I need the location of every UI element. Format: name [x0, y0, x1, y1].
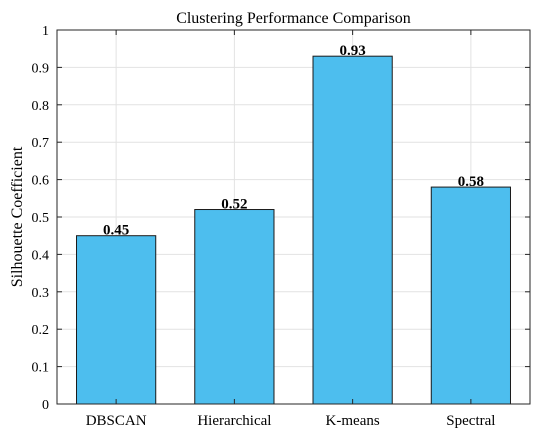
bar-spectral — [430, 186, 511, 405]
data-label: 0.52 — [221, 197, 247, 213]
y-tick-label: 0.5 — [32, 211, 50, 226]
y-tick-label: 0.1 — [32, 361, 50, 376]
y-tick-label: 1 — [42, 24, 49, 39]
y-tick-label: 0.2 — [32, 323, 50, 338]
bar-hierarchical — [194, 209, 275, 405]
x-tick-label: Spectral — [446, 413, 495, 429]
data-label: 0.93 — [340, 43, 366, 59]
chart-title: Clustering Performance Comparison — [176, 10, 411, 27]
x-tick-label: Hierarchical — [197, 413, 271, 429]
bar-k-means — [312, 55, 393, 405]
data-label: 0.45 — [103, 223, 129, 239]
y-tick-label: 0.9 — [32, 61, 50, 76]
x-ticks: DBSCAN Hierarchical K-means Spectral — [86, 30, 495, 429]
y-tick-label: 0.6 — [32, 174, 50, 189]
y-tick-label: 0.7 — [32, 136, 50, 151]
bars — [76, 55, 511, 405]
y-ticks: 0 0.1 0.2 0.3 0.4 0.5 0.6 0.7 0.8 0.9 1 — [32, 24, 530, 413]
x-tick-label: K-means — [326, 413, 380, 429]
data-labels: 0.45 0.52 0.93 0.58 — [103, 43, 484, 239]
bar-dbscan — [76, 235, 157, 405]
y-axis-label: Silhouette Coefficient — [9, 146, 26, 287]
y-tick-label: 0 — [42, 398, 49, 413]
y-tick-label: 0.3 — [32, 286, 50, 301]
data-label: 0.58 — [458, 174, 484, 190]
y-tick-label: 0.4 — [32, 248, 50, 263]
x-tick-label: DBSCAN — [86, 413, 147, 429]
y-tick-label: 0.8 — [32, 99, 50, 114]
